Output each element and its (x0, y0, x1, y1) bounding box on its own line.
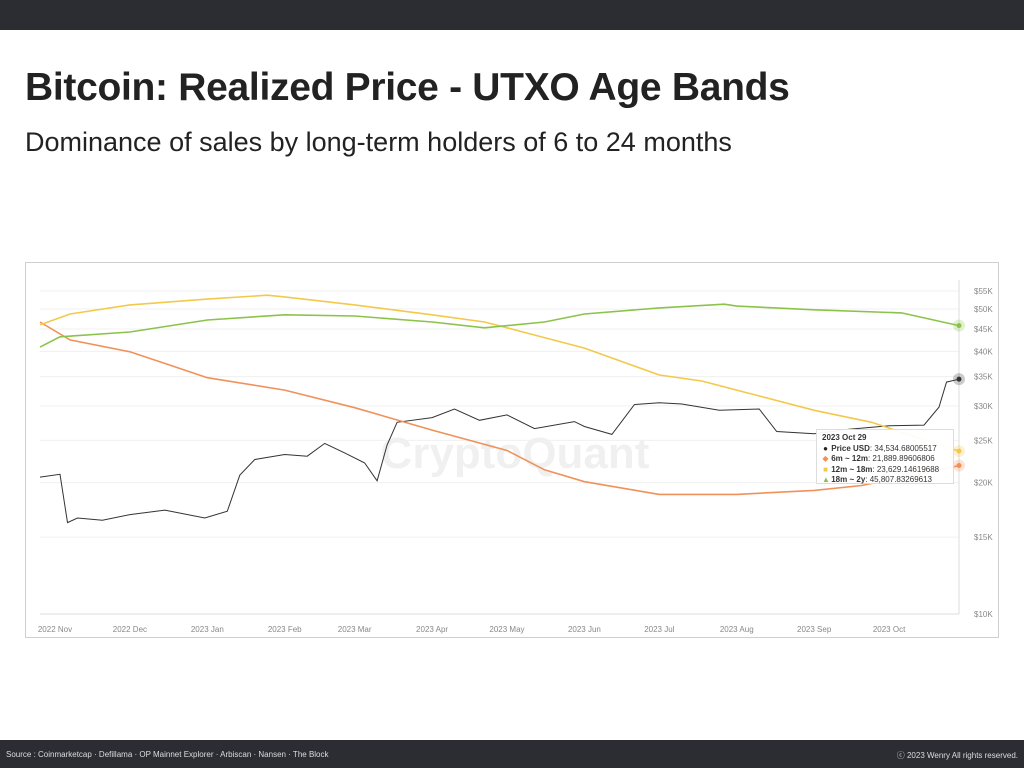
top-bar (0, 0, 1024, 30)
y-tick-label: $40K (974, 347, 993, 356)
series-end-point (956, 323, 962, 329)
tooltip-label: 12m ~ 18m (831, 464, 873, 474)
y-tick-label: $55K (974, 287, 993, 296)
page-title: Bitcoin: Realized Price - UTXO Age Bands (25, 66, 790, 109)
series-marker-icon: ● (823, 443, 828, 453)
y-tick-label: $25K (974, 436, 993, 445)
series-end-point (956, 376, 962, 382)
tooltip-value: 45,807.83269613 (869, 475, 933, 484)
tooltip-row: ● Price USD: 34,534.68005517 (823, 443, 937, 453)
series-marker-icon: ■ (823, 464, 828, 474)
tooltip-date: 2023 Oct 29 (822, 433, 867, 442)
x-tick-label: 2023 May (489, 625, 524, 634)
series-line-12m-18m (39, 294, 960, 452)
tooltip-row: ■ 12m ~ 18m: 23,629.14619688 (823, 464, 940, 474)
series-marker-icon: ▲ (822, 475, 830, 484)
x-tick-label: 2023 Jul (644, 625, 674, 634)
y-tick-label: $35K (974, 373, 993, 382)
page-subtitle: Dominance of sales by long-term holders … (25, 127, 732, 157)
tooltip-label: 18m ~ 2y (831, 475, 866, 484)
series-line-price-usd (39, 378, 960, 524)
x-tick-label: 2023 Sep (797, 625, 832, 634)
x-tick-label: 2022 Dec (113, 625, 147, 634)
tooltip: 2023 Oct 29 ● Price USD: 34,534.68005517… (816, 429, 954, 484)
y-tick-label: $45K (974, 325, 993, 334)
footer-source: Source : Coinmarketcap · Defillama · OP … (6, 750, 329, 759)
series-line-18m-2y (39, 303, 960, 348)
footer: Source : Coinmarketcap · Defillama · OP … (0, 740, 1024, 768)
series-end-point (956, 463, 962, 469)
tooltip-value: 23,629.14619688 (876, 464, 940, 474)
tooltip-row: ▲ 18m ~ 2y: 45,807.83269613 (822, 475, 933, 484)
y-tick-label: $30K (974, 402, 993, 411)
x-tick-label: 2023 Jun (568, 625, 601, 634)
series-line-6m-12m (39, 321, 960, 496)
x-tick-label: 2022 Nov (38, 625, 72, 634)
x-tick-label: 2023 Aug (720, 625, 754, 634)
footer-copyright: ⓒ 2023 Wenry All rights reserved. (896, 751, 1018, 760)
tooltip-value: 34,534.68005517 (874, 443, 937, 453)
y-tick-label: $20K (974, 479, 993, 488)
x-tick-label: 2023 Apr (416, 625, 448, 634)
x-tick-label: 2023 Mar (338, 625, 372, 634)
y-tick-label: $10K (974, 610, 993, 619)
tooltip-label: 6m ~ 12m (831, 454, 868, 463)
tooltip-label: Price USD (831, 443, 870, 453)
tooltip-row: ◆ 6m ~ 12m: 21,889.89606806 (822, 454, 935, 463)
x-tick-label: 2023 Feb (268, 625, 302, 634)
x-tick-label: 2023 Jan (191, 625, 224, 634)
watermark: CryptoQuant (381, 429, 650, 478)
y-tick-label: $50K (974, 305, 993, 314)
x-tick-label: 2023 Oct (873, 625, 906, 634)
series-end-point (956, 448, 962, 454)
series-marker-icon: ◆ (822, 454, 829, 463)
tooltip-value: 21,889.89606806 (872, 454, 935, 463)
y-tick-label: $15K (974, 533, 993, 542)
